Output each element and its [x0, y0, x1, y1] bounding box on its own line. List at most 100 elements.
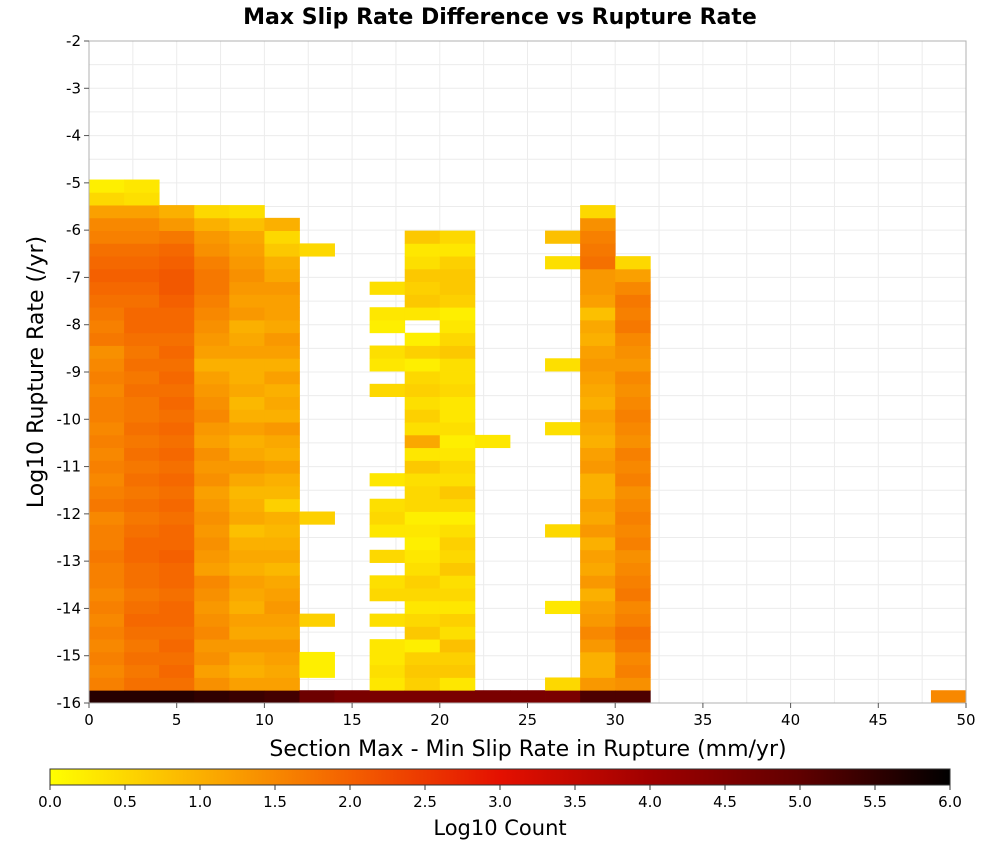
colorbar-tick-label: 0.5 — [113, 793, 137, 811]
heatmap-cell — [404, 383, 441, 397]
heatmap-cell — [264, 371, 300, 385]
heatmap-cell — [404, 600, 441, 615]
heatmap-cell — [229, 677, 265, 691]
heatmap-cell — [615, 371, 651, 385]
heatmap-cell — [89, 205, 125, 219]
heatmap-cell — [404, 434, 441, 449]
heatmap-cell — [439, 434, 476, 449]
heatmap-cell — [404, 626, 441, 640]
heatmap-cell — [89, 294, 125, 308]
heatmap-cell — [89, 217, 125, 232]
heatmap-cell — [264, 268, 300, 283]
heatmap-cell — [404, 511, 441, 525]
heatmap-cell — [439, 588, 476, 602]
heatmap-cell — [159, 319, 195, 334]
heatmap-cell — [89, 639, 125, 653]
heatmap-cell — [580, 511, 616, 525]
heatmap-cell — [194, 588, 230, 602]
y-tick-label: -13 — [57, 552, 82, 570]
colorbar-tick-label: 6.0 — [938, 793, 962, 811]
heatmap-cell — [439, 447, 476, 461]
heatmap-cell — [194, 473, 230, 487]
heatmap-cell — [89, 371, 125, 385]
heatmap-cell — [264, 677, 300, 691]
heatmap-cell — [580, 422, 616, 436]
heatmap-cell — [264, 485, 300, 500]
heatmap-cell — [124, 626, 160, 640]
heatmap-cell — [124, 319, 160, 334]
heatmap-cell — [194, 332, 230, 346]
heatmap-cell — [194, 447, 230, 461]
x-tick-label: 25 — [518, 711, 537, 729]
heatmap-cell — [159, 549, 195, 563]
heatmap-cell — [89, 626, 125, 640]
heatmap-cell — [124, 562, 160, 576]
heatmap-cell — [89, 319, 125, 334]
heatmap-cell — [229, 485, 265, 500]
heatmap-cell — [159, 473, 195, 487]
heatmap-cell — [159, 371, 195, 385]
heatmap-cell — [194, 511, 230, 525]
heatmap-cell — [159, 358, 195, 372]
heatmap-cell — [615, 677, 651, 691]
heatmap-cell — [124, 600, 160, 615]
heatmap-cell — [580, 307, 616, 321]
heatmap-cell — [404, 562, 441, 576]
heatmap-cell — [124, 485, 160, 500]
heatmap-cell — [580, 358, 616, 372]
heatmap-cell — [89, 422, 125, 436]
heatmap-cell — [159, 307, 195, 321]
heatmap-cell — [229, 626, 265, 640]
heatmap-cell — [264, 460, 300, 474]
colorbar — [49, 768, 951, 786]
heatmap-cell — [580, 485, 616, 500]
heatmap-cell — [404, 473, 441, 487]
heatmap-cell — [194, 549, 230, 563]
heatmap-cell — [229, 243, 265, 257]
heatmap-cell — [194, 498, 230, 512]
heatmap-cell — [264, 230, 300, 244]
heatmap-cell — [615, 511, 651, 525]
heatmap-cell — [264, 281, 300, 295]
heatmap-cell — [159, 345, 195, 359]
heatmap-cell — [580, 396, 616, 410]
heatmap-cell — [580, 690, 616, 704]
heatmap-cell — [124, 217, 160, 232]
heatmap-cell — [439, 677, 476, 691]
heatmap-cell — [580, 498, 616, 512]
heatmap-cell — [545, 600, 581, 615]
heatmap-cell — [194, 230, 230, 244]
heatmap-cell — [439, 396, 476, 410]
heatmap-cell — [404, 460, 441, 474]
x-tick-label: 20 — [430, 711, 449, 729]
heatmap-cell — [404, 256, 441, 270]
heatmap-cell — [580, 460, 616, 474]
heatmap-cell — [124, 498, 160, 512]
heatmap-cell — [580, 383, 616, 397]
heatmap-cell — [580, 294, 616, 308]
heatmap-cell — [194, 358, 230, 372]
heatmap-cell — [194, 307, 230, 321]
heatmap-cell — [615, 422, 651, 436]
heatmap-cell — [264, 256, 300, 270]
heatmap-cell — [89, 243, 125, 257]
colorbar-ticks: 0.0 0.5 1.0 1.5 2.0 2.5 3.0 3.5 4.0 4.5 5.0 5.5 6.0 — [38, 785, 962, 811]
heatmap-cell — [124, 651, 160, 666]
heatmap-cell — [89, 524, 125, 538]
heatmap-cell — [580, 332, 616, 346]
heatmap-cell — [615, 600, 651, 615]
heatmap-cell — [580, 268, 616, 283]
heatmap-cell — [194, 690, 230, 704]
heatmap-cell — [124, 460, 160, 474]
heatmap-cell — [615, 575, 651, 589]
x-tick-label: 40 — [781, 711, 800, 729]
heatmap-cell — [580, 371, 616, 385]
heatmap-cell — [89, 358, 125, 372]
heatmap-cell — [124, 677, 160, 691]
heatmap-cell — [299, 243, 335, 257]
heatmap-cell — [229, 600, 265, 615]
x-tick-label: 15 — [343, 711, 362, 729]
heatmap-cell — [124, 396, 160, 410]
heatmap-cell — [229, 217, 265, 232]
heatmap-cell — [580, 524, 616, 538]
